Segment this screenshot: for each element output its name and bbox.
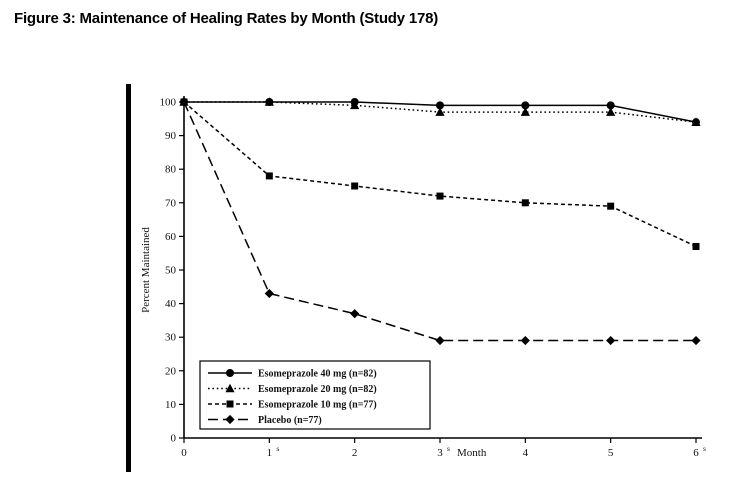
- y-tick-label: 10: [165, 399, 177, 411]
- square-marker: [521, 199, 529, 207]
- x-tick-label: 2: [352, 447, 358, 459]
- x-tick-superscript: s: [276, 444, 279, 453]
- diamond-marker: [520, 335, 530, 346]
- x-axis-label: Month: [457, 447, 487, 459]
- circle-marker: [436, 101, 444, 110]
- figure-title: Figure 3: Maintenance of Healing Rates b…: [14, 10, 439, 27]
- legend-label: Esomeprazole 40 mg (n=82): [258, 369, 377, 380]
- triangle-marker: [264, 97, 274, 106]
- diamond-marker: [179, 97, 189, 107]
- y-tick-label: 90: [165, 130, 177, 142]
- triangle-marker: [350, 100, 360, 110]
- x-tick-label: 1: [267, 447, 273, 459]
- x-tick-superscript: s: [703, 444, 706, 453]
- y-tick-label: 20: [165, 365, 177, 377]
- diamond-marker: [264, 288, 274, 299]
- diamond-marker: [350, 309, 360, 319]
- circle-marker: [606, 101, 615, 110]
- series-line: [183, 101, 697, 248]
- legend-label: Esomeprazole 10 mg (n=77): [258, 400, 377, 411]
- x-tick-label: 0: [181, 447, 187, 459]
- x-tick-label: 5: [608, 447, 614, 459]
- series-line: [183, 101, 696, 342]
- y-axis-label: Percent Maintained: [140, 227, 152, 313]
- figure-left-border: [126, 84, 131, 472]
- square-marker: [436, 192, 444, 200]
- triangle-marker: [691, 117, 701, 126]
- triangle-marker: [520, 107, 530, 116]
- diamond-marker: [435, 335, 445, 346]
- circle-marker: [226, 369, 234, 377]
- y-tick-label: 100: [160, 97, 177, 109]
- x-tick-label: 4: [523, 447, 529, 459]
- diamond-marker: [225, 414, 235, 425]
- square-marker: [351, 182, 359, 190]
- y-tick-label: 80: [165, 164, 177, 176]
- diamond-marker: [691, 335, 701, 346]
- y-tick-label: 0: [171, 433, 177, 445]
- chart-figure: 0 10 20 30 40 50 60 70 80 90 100 0 1 s 2 3 s 4 5 6 s Month Per…: [126, 80, 718, 482]
- y-tick-label: 60: [165, 231, 177, 243]
- legend-label: Placebo (n=77): [258, 415, 322, 426]
- y-tick-label: 70: [165, 197, 177, 209]
- y-tick-label: 40: [165, 298, 177, 310]
- triangle-marker: [225, 383, 235, 393]
- square-marker: [692, 242, 700, 250]
- y-tick-label: 30: [165, 332, 177, 344]
- legend-label: Esomeprazole 20 mg (n=82): [258, 384, 377, 395]
- square-marker: [607, 202, 615, 210]
- triangle-marker: [606, 107, 616, 116]
- triangle-marker: [435, 107, 445, 116]
- square-marker: [226, 400, 234, 408]
- diamond-marker: [606, 335, 616, 346]
- y-tick-label: 50: [165, 265, 177, 277]
- x-tick-label: 6: [693, 447, 699, 459]
- square-marker: [265, 172, 273, 180]
- circle-marker: [521, 101, 530, 110]
- x-tick-superscript: s: [447, 444, 450, 453]
- x-tick-label: 3: [437, 447, 443, 459]
